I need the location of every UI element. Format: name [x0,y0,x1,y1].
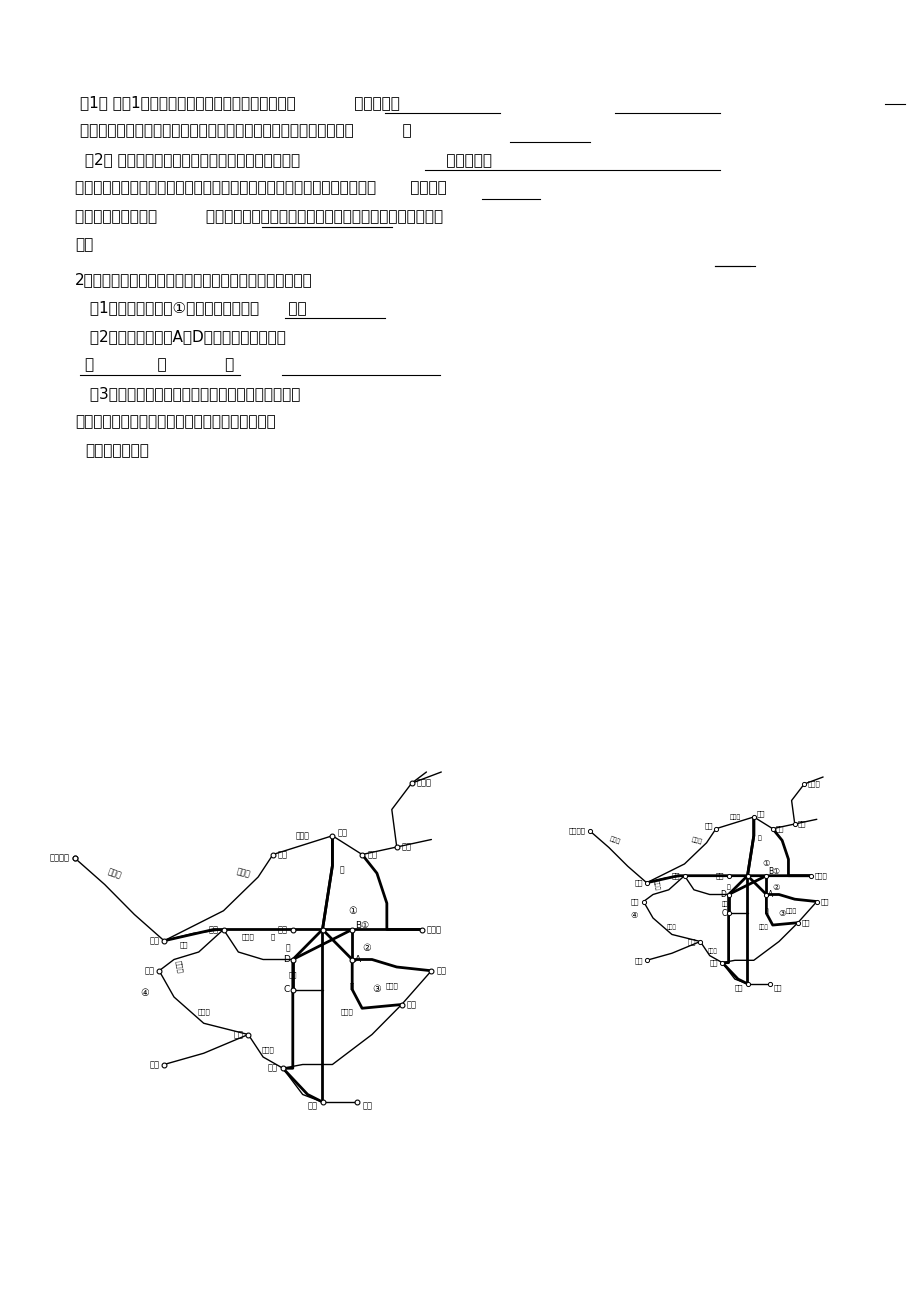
Text: 宝成线: 宝成线 [652,880,659,891]
Text: C: C [283,986,289,993]
Text: 天津: 天津 [367,850,377,859]
Text: A: A [355,954,361,963]
Text: 沪杭线: 沪杭线 [785,909,797,914]
Text: 柳州: 柳州 [709,960,718,966]
Text: B①: B① [767,867,779,876]
Text: C: C [720,909,726,918]
Text: 工程的东线主要利用          运河作为输水通道，将南方多余的水输往缺少严重的华北地: 工程的东线主要利用 运河作为输水通道，将南方多余的水输往缺少严重的华北地 [75,210,443,224]
Text: （气候要素）的分布特征是一致的，造成这种分布差异的主要原因是          。: （气候要素）的分布特征是一致的，造成这种分布差异的主要原因是 。 [80,124,411,138]
Text: 兰新线: 兰新线 [608,836,620,845]
Text: 杭州: 杭州 [406,1000,416,1009]
Text: 成都: 成都 [630,898,639,905]
Text: 贵阳: 贵阳 [233,1030,243,1039]
Text: B①: B① [355,921,369,930]
Text: 北京: 北京 [337,828,347,837]
Text: 焦: 焦 [270,934,275,940]
Text: ④: ④ [630,911,637,921]
Text: 2、读《我国主要鐵路干线分布示意图》，回答下列问题：: 2、读《我国主要鐵路干线分布示意图》，回答下列问题： [75,272,312,286]
Text: 北京: 北京 [756,811,765,818]
Text: 宝鸡: 宝鸡 [671,872,680,879]
Text: 贵昆线: 贵昆线 [197,1009,210,1016]
Text: 京广: 京广 [721,901,728,906]
Text: 昆明: 昆明 [149,1060,159,1069]
Text: ①: ① [762,859,769,868]
Text: 成都: 成都 [144,966,154,975]
Text: ③: ③ [372,984,380,995]
Text: 柳州: 柳州 [267,1064,278,1073]
Text: ②: ② [362,943,371,953]
Text: 包头: 包头 [278,850,288,859]
Text: 及枢组站名称：: 及枢组站名称： [85,443,149,458]
Text: 沈阳: 沈阳 [402,842,412,852]
Text: 九龙: 九龙 [773,984,781,991]
Text: （3）现有一批货物从连云港通过鐵路运输到贵阳，: （3）现有一批货物从连云港通过鐵路运输到贵阳， [85,385,300,401]
Text: 上海: 上海 [820,898,828,905]
Text: 黔桂线: 黔桂线 [708,948,717,953]
Text: 昆明: 昆明 [633,957,642,963]
Text: 贵阳: 贵阳 [687,939,696,945]
Text: 包兰线: 包兰线 [235,867,251,879]
Text: ④: ④ [140,988,149,999]
Text: 浙赣线: 浙赣线 [757,924,767,930]
Text: 沈阳: 沈阳 [797,820,805,827]
Text: 宝成线: 宝成线 [175,960,183,974]
Text: （2） 我国水土资源搞配很不合理，主要表现在北方                              ，这对我国: （2） 我国水土资源搞配很不合理，主要表现在北方 ，这对我国 [80,152,492,167]
Text: 北方农业的发展影响较大，我国南方水资源的利用率很低，为此我们实施的       工程，该: 北方农业的发展影响较大，我国南方水资源的利用率很低，为此我们实施的 工程，该 [75,181,447,195]
Text: 兰新线: 兰新线 [107,867,122,880]
Text: 天津: 天津 [775,825,783,832]
Text: 宝鸡: 宝鸡 [209,924,219,934]
Text: D: D [720,891,726,898]
Text: （1）写出图中数码①表示的鐵路名称是      线。: （1）写出图中数码①表示的鐵路名称是 线。 [85,301,306,315]
Text: 浙赣线: 浙赣线 [341,1009,353,1016]
Text: 乌鲁木齐: 乌鲁木齐 [50,854,70,863]
Text: 乌鲁木齐: 乌鲁木齐 [568,828,585,835]
Text: 九龙: 九龙 [362,1101,372,1111]
Text: 焦作: 焦作 [715,872,724,879]
Text: 广: 广 [285,944,289,953]
Text: 连云港: 连云港 [426,924,441,934]
Text: 请设计一次最便捷的路线。依次写出经过的鐵路线: 请设计一次最便捷的路线。依次写出经过的鐵路线 [75,414,276,430]
Text: 哈尔滨: 哈尔滨 [806,781,819,788]
Text: ③: ③ [777,909,785,918]
Text: A: A [767,891,773,898]
Text: 兰州: 兰州 [633,879,642,887]
Text: 京包线: 京包线 [295,831,310,840]
Text: 连云港: 连云港 [813,872,826,879]
Text: ②: ② [771,883,778,892]
Text: ①: ① [347,906,357,915]
Text: 广州: 广州 [734,984,743,991]
Text: 沪: 沪 [764,909,767,914]
Text: 京包线: 京包线 [729,814,740,820]
Text: 贵昆线: 贵昆线 [666,924,676,930]
Text: 兰州: 兰州 [149,936,159,945]
Text: 上海: 上海 [436,966,446,975]
Text: （2）写出图中字母A和D分别表示的鐵路枢组: （2）写出图中字母A和D分别表示的鐵路枢组 [85,328,286,344]
Text: 广: 广 [726,884,730,891]
Text: 广州: 广州 [307,1101,317,1111]
Text: 包兰线: 包兰线 [690,836,702,845]
Text: 京广: 京广 [289,971,297,978]
Text: 京: 京 [340,865,345,874]
Text: 是             和            。: 是 和 。 [85,357,234,372]
Text: 区。: 区。 [75,237,93,253]
Text: 包头: 包头 [704,823,712,829]
Text: （1） 从图1可以总结出我国水资源的空间分布特征            ，这与我国: （1） 从图1可以总结出我国水资源的空间分布特征 ，这与我国 [80,95,448,109]
Text: 陇海线: 陇海线 [242,934,255,940]
Text: D: D [283,954,289,963]
Text: 哈尔滨: 哈尔滨 [416,779,431,788]
Text: 杭州: 杭州 [801,919,810,926]
Text: 京: 京 [757,836,761,841]
Text: 沪杭线: 沪杭线 [385,983,398,990]
Text: 焦作: 焦作 [278,924,288,934]
Text: 沪: 沪 [350,983,354,990]
Text: 黔桂线: 黔桂线 [261,1047,274,1053]
Text: 宝兰: 宝兰 [179,941,188,948]
